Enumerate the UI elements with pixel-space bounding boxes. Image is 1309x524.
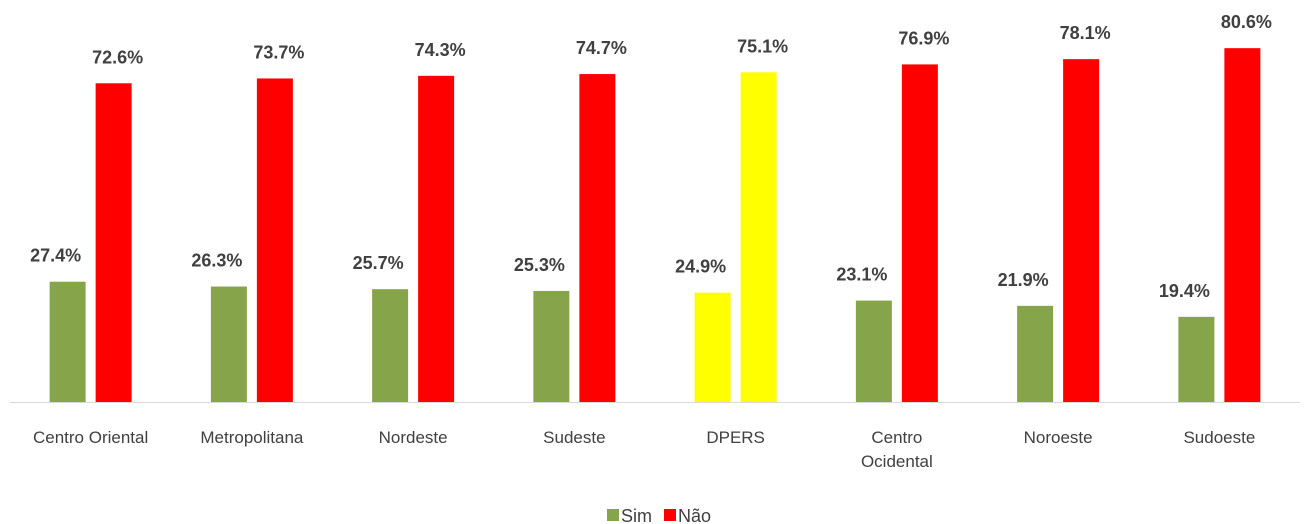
x-tick-label: Sudoeste [1183, 428, 1255, 447]
value-label: 25.3% [514, 255, 565, 275]
bar [49, 281, 86, 402]
legend-label: Sim [621, 506, 652, 524]
bar [740, 72, 777, 402]
bar [901, 64, 938, 402]
bar [533, 290, 570, 402]
value-label: 80.6% [1221, 12, 1272, 32]
value-label: 72.6% [92, 47, 143, 67]
value-label: 23.1% [836, 265, 887, 285]
bar [579, 74, 616, 402]
value-label: 73.7% [253, 42, 304, 62]
x-tick-label: DPERS [706, 428, 765, 447]
value-label: 27.4% [30, 246, 81, 266]
x-tick-label: Nordeste [379, 428, 448, 447]
value-label: 74.3% [415, 40, 466, 60]
bar [418, 75, 455, 402]
bar [372, 289, 409, 402]
bar [1224, 48, 1261, 402]
bar [694, 292, 731, 402]
value-label: 25.7% [353, 253, 404, 273]
x-tick-label: Sudeste [543, 428, 605, 447]
legend-swatch [607, 509, 619, 521]
value-label: 78.1% [1060, 23, 1111, 43]
bar [256, 78, 293, 402]
bar [1017, 305, 1054, 402]
value-label: 26.3% [191, 251, 242, 271]
value-label: 75.1% [737, 36, 788, 56]
value-label: 76.9% [898, 28, 949, 48]
x-tick-label: Centro Oriental [33, 428, 148, 447]
value-label: 24.9% [675, 257, 726, 277]
legend-label: Não [678, 506, 711, 524]
bar [1178, 316, 1215, 402]
bar [210, 286, 247, 402]
value-label: 19.4% [1159, 281, 1210, 301]
value-label: 74.7% [576, 38, 627, 58]
bar [1063, 59, 1100, 403]
value-label: 21.9% [998, 270, 1049, 290]
legend-swatch [664, 509, 676, 521]
x-tick-label: Metropolitana [200, 428, 304, 447]
x-tick-label: Noroeste [1024, 428, 1093, 447]
x-tick-label: Centro Ocidental [861, 428, 933, 471]
bar [95, 83, 132, 402]
bar [855, 300, 892, 402]
